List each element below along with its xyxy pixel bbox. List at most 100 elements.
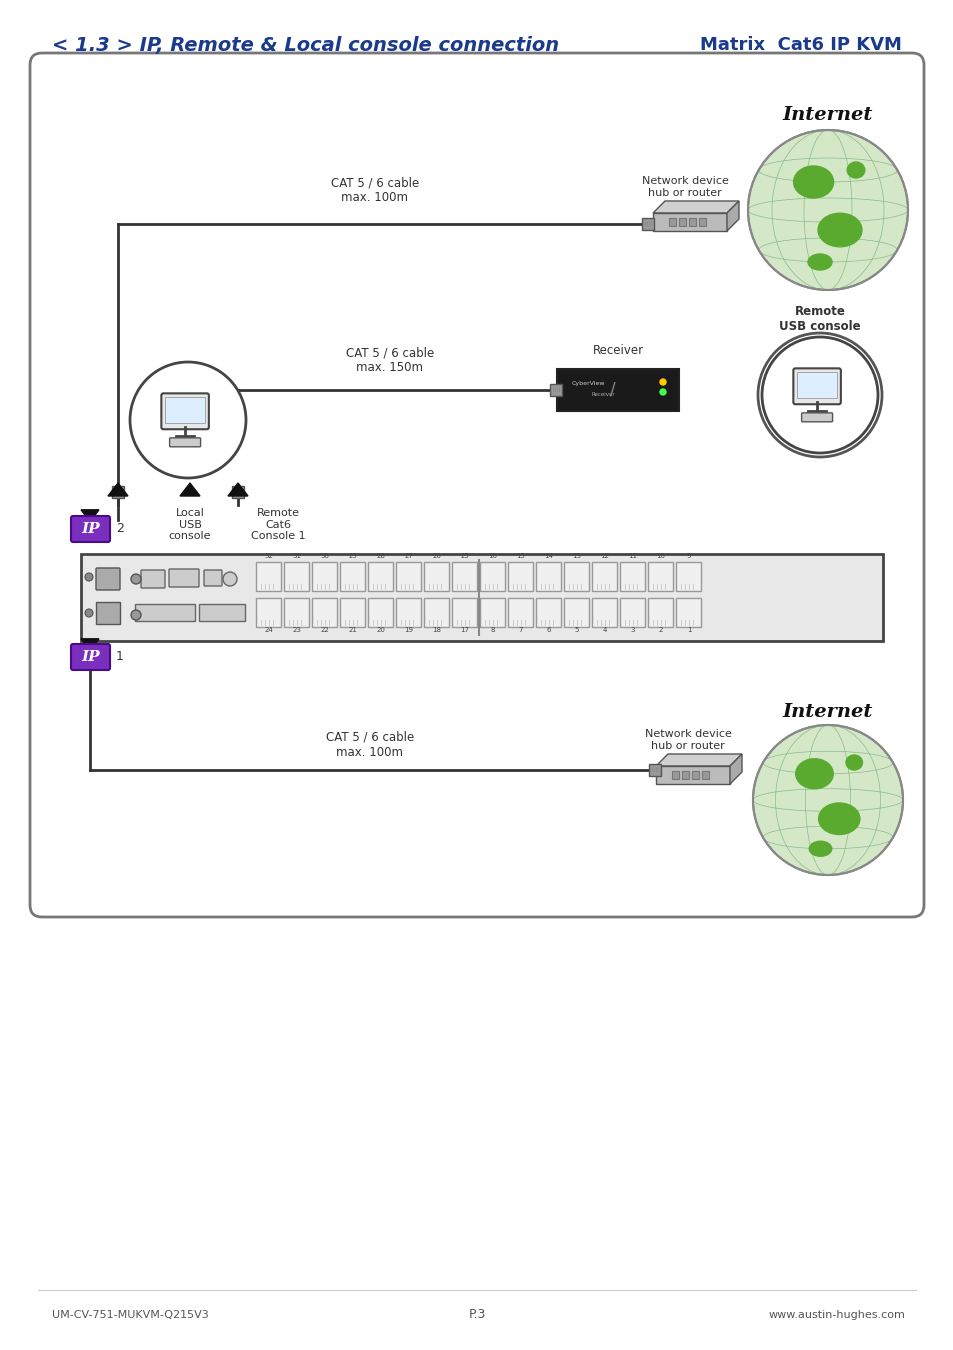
FancyBboxPatch shape xyxy=(564,562,589,590)
FancyBboxPatch shape xyxy=(424,562,449,590)
Text: 11: 11 xyxy=(628,554,637,559)
Text: Remote
Cat6
Console 1: Remote Cat6 Console 1 xyxy=(251,508,305,541)
Text: IP: IP xyxy=(81,522,100,536)
Text: 1: 1 xyxy=(686,626,691,633)
Text: 24: 24 xyxy=(264,626,274,633)
FancyBboxPatch shape xyxy=(204,570,222,586)
Circle shape xyxy=(659,389,665,396)
FancyBboxPatch shape xyxy=(676,562,700,590)
Polygon shape xyxy=(656,755,741,765)
Text: CAT 5 / 6 cable
max. 150m: CAT 5 / 6 cable max. 150m xyxy=(346,346,434,374)
FancyBboxPatch shape xyxy=(692,771,699,779)
FancyBboxPatch shape xyxy=(165,397,205,424)
Polygon shape xyxy=(652,201,739,213)
FancyBboxPatch shape xyxy=(340,598,365,626)
Circle shape xyxy=(131,610,141,620)
FancyBboxPatch shape xyxy=(256,598,281,626)
FancyBboxPatch shape xyxy=(81,554,882,641)
FancyBboxPatch shape xyxy=(508,562,533,590)
Text: 22: 22 xyxy=(320,626,329,633)
Text: 27: 27 xyxy=(404,554,413,559)
Ellipse shape xyxy=(845,755,862,770)
Circle shape xyxy=(85,609,92,617)
Circle shape xyxy=(761,338,877,454)
Circle shape xyxy=(223,572,236,586)
Text: 32: 32 xyxy=(264,554,274,559)
FancyBboxPatch shape xyxy=(676,598,700,626)
Ellipse shape xyxy=(795,759,832,788)
FancyBboxPatch shape xyxy=(536,598,561,626)
FancyBboxPatch shape xyxy=(480,598,505,626)
FancyBboxPatch shape xyxy=(169,568,199,587)
Circle shape xyxy=(131,574,141,585)
Text: Network device
hub or router: Network device hub or router xyxy=(644,729,731,751)
Ellipse shape xyxy=(793,166,833,198)
Text: Network device
hub or router: Network device hub or router xyxy=(640,177,728,198)
FancyBboxPatch shape xyxy=(641,217,654,230)
Text: 30: 30 xyxy=(320,554,329,559)
FancyBboxPatch shape xyxy=(313,598,337,626)
Text: UM-CV-751-MUKVM-Q215V3: UM-CV-751-MUKVM-Q215V3 xyxy=(52,1310,209,1320)
Text: 28: 28 xyxy=(376,554,385,559)
FancyBboxPatch shape xyxy=(368,598,393,626)
FancyBboxPatch shape xyxy=(30,53,923,917)
FancyBboxPatch shape xyxy=(536,562,561,590)
Circle shape xyxy=(659,379,665,385)
FancyBboxPatch shape xyxy=(564,598,589,626)
Text: 31: 31 xyxy=(293,554,301,559)
Text: Internet: Internet xyxy=(782,703,872,721)
Text: 4: 4 xyxy=(602,626,606,633)
FancyBboxPatch shape xyxy=(648,764,660,776)
FancyBboxPatch shape xyxy=(340,562,365,590)
Text: 5: 5 xyxy=(575,626,578,633)
FancyBboxPatch shape xyxy=(313,562,337,590)
FancyBboxPatch shape xyxy=(557,369,679,410)
Text: www.austin-hughes.com: www.austin-hughes.com xyxy=(767,1310,904,1320)
Circle shape xyxy=(752,725,902,875)
FancyBboxPatch shape xyxy=(170,437,200,447)
Polygon shape xyxy=(108,483,128,495)
Ellipse shape xyxy=(808,841,831,856)
FancyBboxPatch shape xyxy=(672,771,679,779)
FancyBboxPatch shape xyxy=(679,217,686,225)
FancyBboxPatch shape xyxy=(480,562,505,590)
FancyBboxPatch shape xyxy=(396,598,421,626)
Text: 23: 23 xyxy=(293,626,301,633)
Text: < 1.3 > IP, Remote & Local console connection: < 1.3 > IP, Remote & Local console conne… xyxy=(52,35,558,54)
Text: 6: 6 xyxy=(546,626,551,633)
Text: 26: 26 xyxy=(432,554,441,559)
Text: CyberView: CyberView xyxy=(571,382,604,386)
Polygon shape xyxy=(228,483,248,495)
Polygon shape xyxy=(81,639,99,651)
Polygon shape xyxy=(656,765,729,784)
Circle shape xyxy=(758,333,882,458)
Text: 16: 16 xyxy=(488,554,497,559)
FancyBboxPatch shape xyxy=(648,598,673,626)
Text: /: / xyxy=(610,381,616,400)
Text: Local
USB
console: Local USB console xyxy=(169,508,211,541)
FancyBboxPatch shape xyxy=(452,562,477,590)
FancyBboxPatch shape xyxy=(619,562,645,590)
Ellipse shape xyxy=(818,803,859,834)
FancyBboxPatch shape xyxy=(801,413,832,421)
FancyBboxPatch shape xyxy=(112,486,124,498)
FancyBboxPatch shape xyxy=(368,562,393,590)
FancyBboxPatch shape xyxy=(452,598,477,626)
FancyBboxPatch shape xyxy=(96,602,120,624)
Text: Receiver: Receiver xyxy=(591,393,614,397)
FancyBboxPatch shape xyxy=(256,562,281,590)
Text: 2: 2 xyxy=(659,626,662,633)
Polygon shape xyxy=(180,483,200,495)
FancyBboxPatch shape xyxy=(232,486,244,498)
FancyBboxPatch shape xyxy=(550,383,561,396)
FancyBboxPatch shape xyxy=(648,562,673,590)
Text: Receiver: Receiver xyxy=(592,343,643,356)
Text: 10: 10 xyxy=(656,554,665,559)
FancyBboxPatch shape xyxy=(199,603,245,621)
FancyBboxPatch shape xyxy=(71,644,110,670)
Text: CAT 5 / 6 cable
max. 100m: CAT 5 / 6 cable max. 100m xyxy=(326,730,414,759)
FancyBboxPatch shape xyxy=(284,562,309,590)
FancyBboxPatch shape xyxy=(681,771,689,779)
Circle shape xyxy=(85,572,92,580)
FancyBboxPatch shape xyxy=(699,217,706,225)
